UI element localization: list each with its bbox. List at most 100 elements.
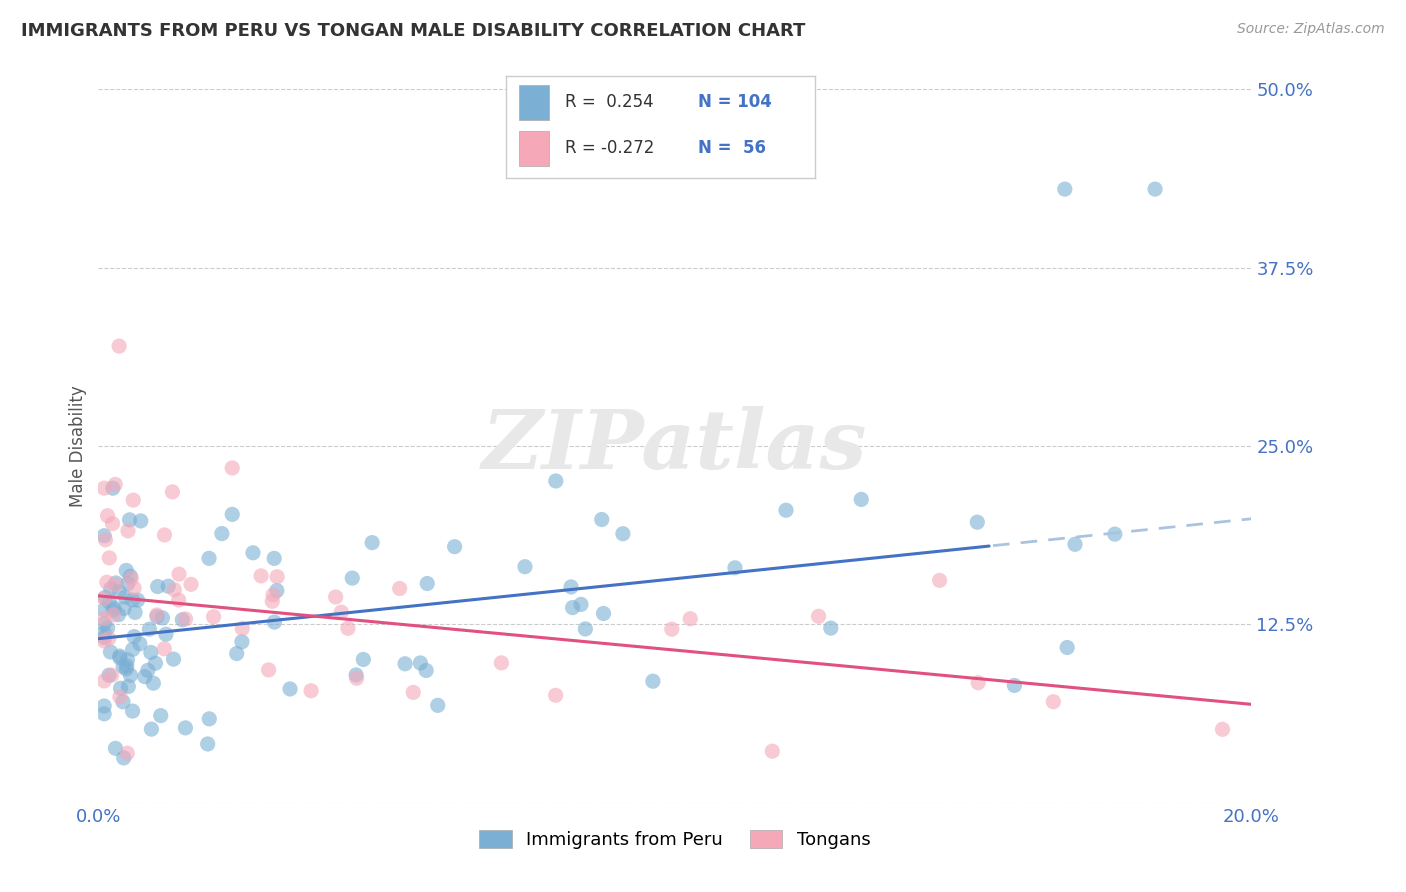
Point [114, 590, 136, 604]
Point [108, 690, 131, 704]
Point [361, 535, 384, 549]
Point [120, 571, 142, 585]
Point [104, 741, 127, 756]
Point [202, 609, 225, 624]
Point [443, 540, 465, 554]
Point [775, 503, 797, 517]
Point [100, 582, 122, 596]
Point [96, 575, 118, 590]
Point [101, 481, 124, 495]
Point [93, 591, 115, 606]
Point [120, 569, 142, 583]
Point [278, 681, 301, 696]
Point [174, 721, 197, 735]
Point [93, 603, 115, 617]
Point [966, 515, 988, 529]
Point [117, 680, 139, 694]
Point [679, 612, 702, 626]
Point [167, 567, 190, 582]
Point [93, 616, 115, 631]
Point [146, 609, 169, 624]
Point [103, 601, 125, 615]
Point [121, 704, 143, 718]
Point [661, 622, 683, 636]
Point [1002, 678, 1025, 692]
Point [98, 668, 121, 682]
Point [394, 657, 416, 671]
Point [152, 611, 174, 625]
Point [97, 621, 120, 635]
Point [129, 514, 152, 528]
Point [1056, 640, 1078, 655]
Point [352, 652, 374, 666]
Point [266, 570, 288, 584]
Point [97, 632, 120, 646]
Point [122, 630, 145, 644]
Point [211, 526, 233, 541]
Point [121, 593, 143, 607]
Point [108, 649, 131, 664]
Point [299, 683, 322, 698]
Text: Source: ZipAtlas.com: Source: ZipAtlas.com [1237, 22, 1385, 37]
Point [761, 744, 783, 758]
FancyBboxPatch shape [519, 85, 550, 120]
Point [231, 622, 253, 636]
Point [110, 681, 132, 696]
Point [544, 474, 567, 488]
Point [544, 688, 567, 702]
Point [101, 516, 124, 531]
Point [146, 580, 169, 594]
Point [104, 575, 127, 590]
Point [198, 712, 221, 726]
Point [117, 524, 139, 538]
Legend: Immigrants from Peru, Tongans: Immigrants from Peru, Tongans [470, 821, 880, 858]
Point [145, 657, 167, 671]
Point [346, 671, 368, 685]
Point [513, 559, 536, 574]
Point [1042, 695, 1064, 709]
Point [98, 550, 121, 565]
Text: N = 104: N = 104 [697, 94, 772, 112]
Point [491, 656, 513, 670]
Point [262, 594, 284, 608]
Point [108, 585, 131, 599]
Point [93, 699, 115, 714]
Point [416, 576, 439, 591]
Point [138, 622, 160, 636]
Point [93, 634, 115, 648]
Point [198, 551, 221, 566]
Point [330, 605, 353, 619]
Point [139, 645, 162, 659]
Point [163, 582, 186, 597]
Text: R = -0.272: R = -0.272 [565, 138, 654, 157]
Point [93, 481, 115, 495]
Point [221, 508, 243, 522]
Point [115, 658, 138, 673]
Point [1104, 527, 1126, 541]
Point [112, 659, 135, 673]
Point [118, 513, 141, 527]
Point [807, 609, 830, 624]
Point [117, 746, 139, 760]
Point [124, 606, 146, 620]
Point [612, 526, 634, 541]
Point [263, 551, 285, 566]
Point [100, 645, 122, 659]
Point [591, 512, 613, 526]
Point [967, 675, 990, 690]
Point [388, 582, 411, 596]
Point [141, 722, 163, 736]
Point [153, 641, 176, 656]
Point [1064, 537, 1087, 551]
Point [257, 663, 280, 677]
Point [1053, 182, 1076, 196]
Point [115, 563, 138, 577]
Point [336, 621, 359, 635]
Point [569, 598, 592, 612]
Text: N =  56: N = 56 [697, 138, 766, 157]
Point [242, 546, 264, 560]
Point [117, 576, 139, 591]
Point [134, 670, 156, 684]
Point [262, 588, 284, 602]
Point [142, 676, 165, 690]
